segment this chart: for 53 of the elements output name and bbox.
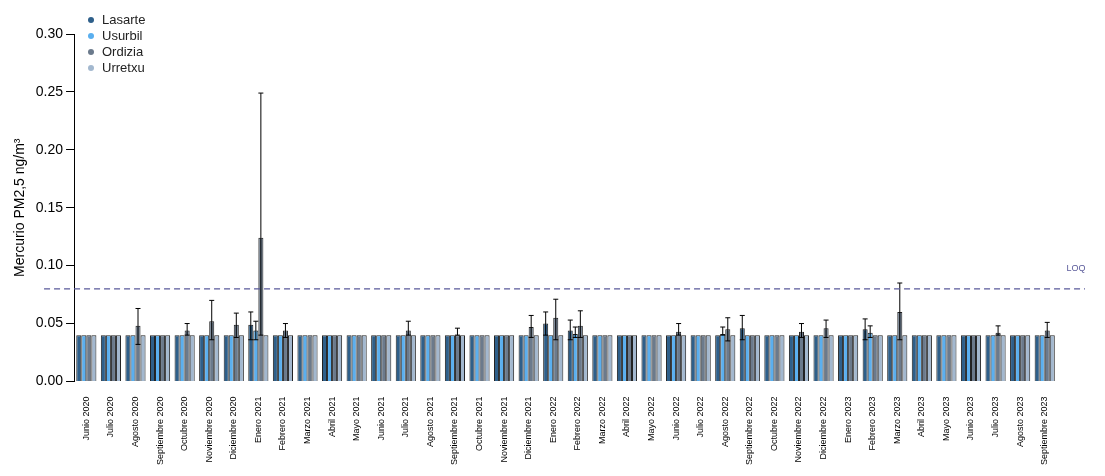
x-tick-label: Febrero 2023 [867, 396, 878, 451]
x-tick-label: Noviembre 2022 [793, 396, 804, 463]
x-tick-label: Noviembre 2021 [498, 396, 509, 463]
x-tick-label: Febrero 2022 [572, 396, 583, 451]
x-tick-label: Noviembre 2020 [203, 396, 214, 463]
x-tick-label: Diciembre 2022 [818, 396, 829, 460]
x-tick-label: Enero 2021 [252, 396, 263, 443]
y-tick-label: 0.15 [35, 198, 64, 215]
x-tick-label: Septiembre 2022 [744, 396, 755, 465]
legend-label: Urretxu [102, 60, 145, 76]
legend-label: Lasarte [102, 12, 146, 28]
x-tick-label: Junio 2022 [670, 396, 681, 441]
x-tick-label: Junio 2020 [80, 396, 91, 441]
y-axis-title: Mercurio PM2,5 ng/m³ [11, 138, 28, 277]
x-tick-label: Mayo 2022 [646, 396, 657, 441]
x-tick-label: Octubre 2021 [474, 396, 484, 451]
y-tick-label: 0.20 [35, 140, 64, 157]
x-tick-label: Septiembre 2021 [449, 396, 460, 465]
x-tick-label: Septiembre 2020 [154, 396, 165, 465]
x-tick-label: Agosto 2023 [1014, 396, 1025, 447]
y-tick-label: 0.30 [35, 24, 64, 41]
x-tick-label: Abril 2021 [326, 396, 337, 437]
y-tick-label: 0.10 [35, 256, 64, 273]
x-tick-label: Diciembre 2020 [228, 396, 239, 460]
x-tick-label: Mayo 2023 [940, 396, 951, 441]
x-tick-label: Marzo 2023 [891, 396, 902, 444]
x-tick-label: Junio 2023 [965, 396, 976, 441]
x-tick-label: Enero 2023 [842, 396, 853, 443]
x-tick-label: Abril 2022 [621, 396, 632, 437]
x-tick-label: Mayo 2021 [351, 396, 362, 441]
x-tick-label: Octubre 2022 [768, 396, 779, 451]
x-tick-label: Diciembre 2021 [523, 396, 534, 460]
x-tick-label: Enero 2022 [547, 396, 558, 443]
y-tick-label: 0.00 [35, 372, 64, 389]
x-tick-label: Agosto 2021 [424, 396, 435, 447]
x-tick-label: Agosto 2022 [719, 396, 730, 447]
x-tick-label: Octubre 2020 [179, 396, 190, 451]
x-tick-label: Marzo 2021 [301, 396, 312, 444]
x-tick-label: Septiembre 2023 [1039, 396, 1050, 465]
legend-label: Ordizia [102, 44, 144, 60]
x-tick-label: Abril 2023 [916, 396, 927, 437]
ref-line-label: LOQ [1066, 262, 1086, 273]
x-tick-label: Marzo 2022 [596, 396, 607, 444]
x-tick-label: Julio 2020 [105, 396, 116, 438]
x-tick-label: Junio 2021 [375, 396, 386, 441]
y-tick-label: 0.25 [35, 82, 64, 99]
y-tick-label: 0.05 [35, 314, 64, 331]
x-tick-label: Febrero 2021 [277, 396, 288, 451]
x-tick-label: Agosto 2020 [129, 396, 140, 447]
legend-label: Usurbil [102, 28, 143, 44]
x-tick-label: Julio 2021 [400, 396, 411, 438]
x-tick-label: Julio 2022 [695, 396, 706, 438]
x-tick-label: Julio 2023 [990, 396, 1001, 438]
